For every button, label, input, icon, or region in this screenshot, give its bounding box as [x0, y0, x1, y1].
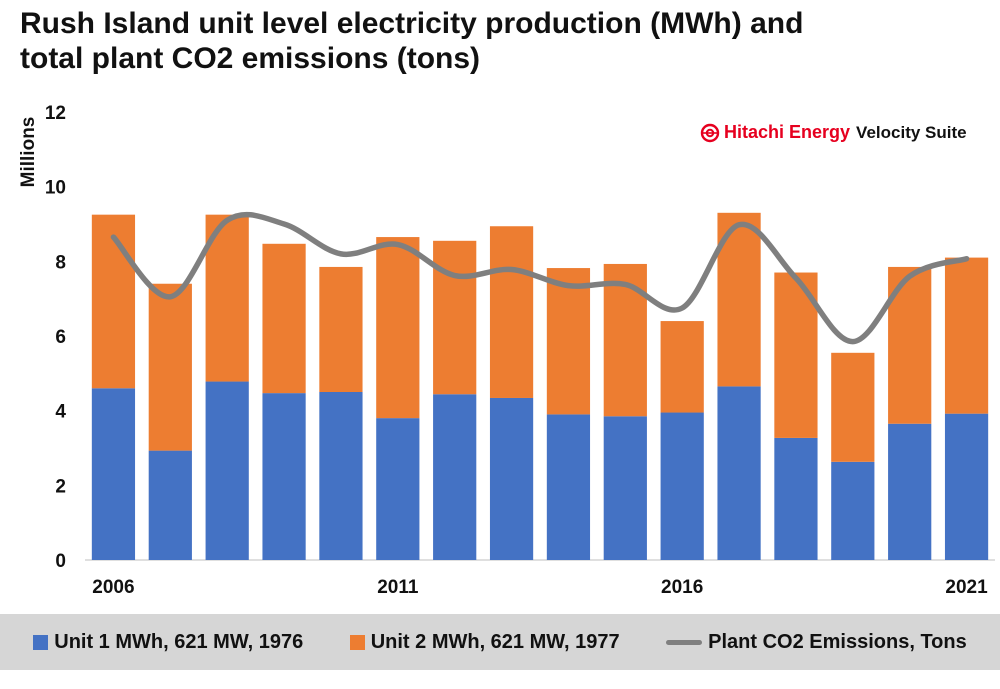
legend-label-unit-1: Unit 1 MWh, 621 MW, 1976: [54, 630, 304, 653]
legend-item-co2: Plant CO2 Emissions, Tons: [666, 631, 967, 654]
watermark-suite: Velocity Suite: [856, 122, 967, 142]
y-tick-label: 12: [45, 103, 66, 124]
bar-unit-1-2006: [91, 388, 136, 560]
co2-emissions-line: [110, 211, 970, 345]
legend-label-co2: Plant CO2 Emissions, Tons: [708, 630, 967, 653]
y-tick-label: 2: [55, 476, 66, 497]
bar-unit-1-2012: [433, 394, 477, 560]
legend-item-unit-1: Unit 1 MWh, 621 MW, 1976: [33, 631, 303, 654]
y-tick-label: 0: [55, 551, 66, 572]
bar-unit-1-2013: [489, 397, 534, 560]
bar-unit-2-2010: [319, 266, 363, 392]
bar-unit-2-2019: [831, 352, 875, 462]
bar-unit-1-2019: [831, 461, 875, 560]
bar-unit-2-2007: [148, 283, 192, 451]
bar-unit-2-2013: [489, 226, 534, 398]
watermark: Hitachi Energy Velocity Suite: [700, 122, 967, 143]
bar-unit-1-2021: [944, 413, 989, 560]
bar-unit-1-2015: [603, 416, 647, 560]
bar-unit-1-2010: [319, 392, 363, 560]
bar-unit-1-2008: [205, 381, 249, 560]
bar-unit-1-2018: [774, 437, 818, 560]
bar-unit-2-2011: [376, 237, 420, 419]
bar-unit-2-2016: [660, 321, 704, 413]
bar-unit-1-2011: [376, 418, 420, 560]
legend-swatch-unit-1: [33, 634, 49, 650]
legend-swatch-unit-2: [349, 634, 365, 650]
x-tick-label: 2016: [661, 577, 703, 598]
chart-title: Rush Island unit level electricity produ…: [20, 6, 920, 76]
x-tick-label: 2011: [377, 577, 419, 598]
y-tick-label: 6: [55, 327, 66, 348]
bars-group: [91, 212, 989, 560]
chart-title-line-1: Rush Island unit level electricity produ…: [20, 7, 804, 40]
bar-unit-1-2020: [888, 423, 932, 560]
watermark-brand: Hitachi Energy: [724, 122, 851, 142]
x-tick-label: 2006: [92, 577, 134, 598]
bar-unit-1-2014: [546, 414, 591, 560]
bar-unit-2-2021: [944, 257, 989, 414]
bar-unit-2-2012: [433, 240, 477, 395]
hitachi-logo-icon: [700, 123, 720, 142]
labels-group: 2006 2011 2016 2021: [92, 577, 988, 598]
legend-item-unit-2: Unit 2 MWh, 621 MW, 1977: [349, 630, 620, 654]
legend-swatch-co2: [666, 639, 703, 645]
line-group: [110, 211, 970, 345]
y-tick-label: 10: [45, 178, 66, 199]
bar-unit-2-2009: [262, 243, 306, 394]
y-tick-label: 4: [55, 402, 66, 423]
bar-unit-2-2014: [546, 268, 591, 415]
chart-title-line-2: total plant CO2 emissions (tons): [20, 42, 481, 75]
legend-label-unit-2: Unit 2 MWh, 621 MW, 1977: [370, 630, 620, 653]
bar-unit-1-2017: [717, 386, 761, 560]
bar-unit-1-2009: [262, 393, 306, 560]
y-axis-unit-label: Millions: [18, 117, 39, 188]
bar-unit-1-2016: [660, 412, 704, 560]
bar-unit-2-2006: [91, 214, 136, 389]
legend: Unit 1 MWh, 621 MW, 1976 Unit 2 MWh, 621…: [0, 614, 1000, 670]
bar-unit-1-2007: [148, 450, 192, 560]
y-tick-label: 8: [55, 252, 66, 273]
x-tick-label: 2021: [945, 577, 988, 598]
